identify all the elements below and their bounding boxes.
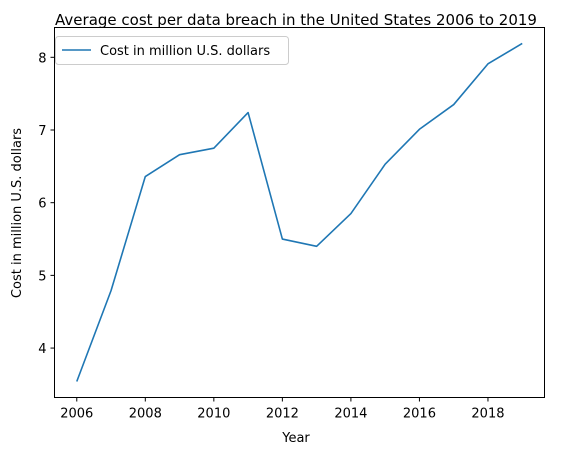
x-tick-label: 2014 (334, 407, 367, 422)
series-line (76, 42, 523, 382)
x-tick-label: 2006 (60, 407, 93, 422)
legend-box (55, 36, 289, 65)
y-tick-label: 8 (38, 51, 46, 66)
series-group (76, 42, 523, 382)
y-tick-label: 4 (38, 342, 46, 357)
x-tick-label: 2008 (129, 407, 162, 422)
chart-title: Average cost per data breach in the Unit… (55, 11, 537, 29)
legend-label: Cost in million U.S. dollars (100, 44, 270, 59)
x-tick-label: 2016 (403, 407, 436, 422)
y-tick-label: 7 (38, 124, 46, 139)
y-axis-label: Cost in million U.S. dollars (10, 128, 25, 298)
x-tick-label: 2012 (266, 407, 299, 422)
plot-frame (54, 27, 545, 398)
x-tick-label: 2010 (197, 407, 230, 422)
y-axis: 4 5 6 7 8 (38, 51, 55, 357)
y-tick-label: 6 (38, 197, 46, 212)
legend: Cost in million U.S. dollars (55, 36, 289, 65)
x-axis: 2006 2008 2010 2012 2014 2016 2018 (60, 397, 505, 422)
x-tick-label: 2018 (471, 407, 504, 422)
x-axis-label: Year (281, 431, 310, 446)
plot-area: 2006 2008 2010 2012 2014 2016 2018 4 5 6 7 8 (38, 27, 545, 422)
y-tick-label: 5 (38, 269, 46, 284)
